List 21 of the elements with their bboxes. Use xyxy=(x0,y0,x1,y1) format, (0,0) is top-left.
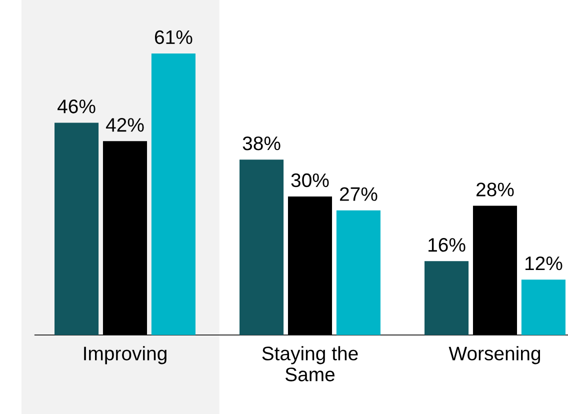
data-label: 61% xyxy=(155,30,192,44)
bar xyxy=(151,53,196,335)
bar xyxy=(102,141,148,335)
data-label: 46% xyxy=(58,100,96,114)
x-tick-label: Staying the Same xyxy=(262,346,358,382)
data-label: 30% xyxy=(291,173,329,188)
bar xyxy=(424,261,469,335)
bar xyxy=(54,122,99,335)
bar xyxy=(521,280,566,335)
x-tick-label: Improving xyxy=(84,346,166,364)
bar xyxy=(336,210,380,335)
data-label: 28% xyxy=(476,182,514,196)
data-label: 27% xyxy=(340,187,378,201)
data-label: 12% xyxy=(525,256,562,270)
x-tick-label: Worsening xyxy=(448,346,540,364)
bar xyxy=(472,206,518,335)
data-label: 16% xyxy=(428,238,466,252)
data-label: 42% xyxy=(106,118,144,132)
data-label: 38% xyxy=(242,136,280,150)
bar xyxy=(240,160,284,335)
bar xyxy=(288,196,332,335)
